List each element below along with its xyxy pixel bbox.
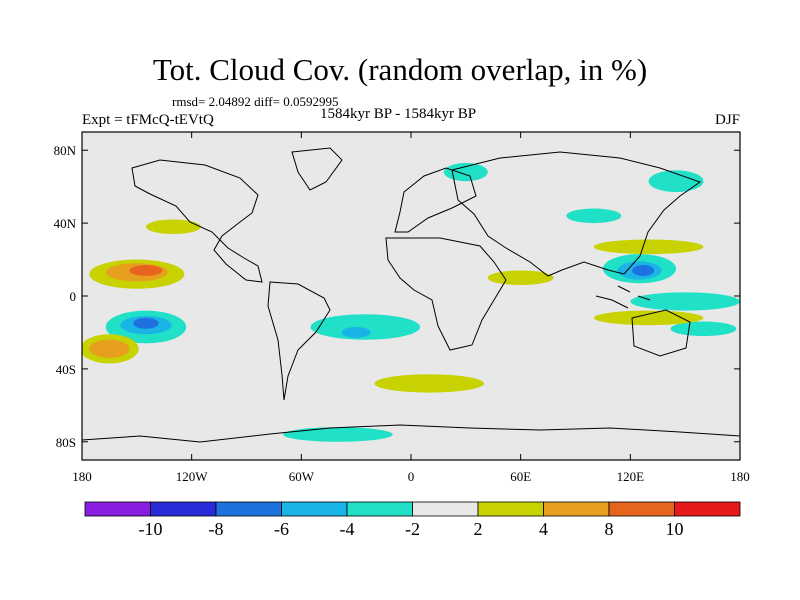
anomaly-patch-23 — [145, 219, 201, 235]
colorbar-label-6: 4 — [539, 519, 548, 539]
colorbar-label-0: -10 — [139, 519, 163, 539]
anomaly-patch-21 — [283, 427, 393, 442]
colorbar-swatch-2 — [215, 501, 282, 517]
y-axis: 80N 40N 0 40S 80S — [54, 143, 740, 450]
coast-antarctica — [82, 424, 740, 443]
colorbar-swatch-9 — [674, 501, 741, 517]
x-tick-label-1: 120W — [176, 469, 209, 484]
coast-australia — [631, 309, 691, 357]
coastlines — [82, 147, 740, 443]
colorbar-swatch-7 — [543, 501, 610, 517]
colorbar-label-4: -2 — [405, 519, 420, 539]
anomaly-patch-20 — [593, 310, 704, 326]
period-label: 1584kyr BP - 1584kyr BP — [320, 106, 477, 122]
map-background — [82, 132, 740, 460]
x-tick-label-2: 60W — [289, 469, 315, 484]
anomaly-patch-10 — [632, 265, 655, 276]
x-tick-label-3: 0 — [408, 469, 415, 484]
y-tick-label-2: 0 — [70, 289, 77, 304]
anomaly-patch-22 — [593, 239, 704, 255]
y-tick-label-1: 40N — [54, 216, 77, 231]
x-tick-label-5: 120E — [617, 469, 645, 484]
y-tick-label-0: 80N — [54, 143, 77, 158]
anomaly-patch-15 — [566, 208, 622, 224]
anomaly-patch-13 — [310, 314, 421, 340]
colorbar-label-8: 10 — [666, 519, 684, 539]
y-tick-label-4: 80S — [56, 435, 76, 450]
map-title: Tot. Cloud Cov. (random overlap, in %) — [152, 52, 648, 87]
colorbar-swatch-4 — [346, 501, 413, 517]
coast-africa — [385, 237, 507, 351]
x-tick-label-6: 180 — [730, 469, 750, 484]
x-tick-label-4: 60E — [510, 469, 531, 484]
anomaly-patch-7 — [89, 339, 130, 358]
colorbar-swatch-5 — [412, 501, 479, 517]
anomaly-patch-16 — [648, 170, 704, 193]
experiment-label: Expt = tFMcQ-tEVtQ — [82, 112, 214, 128]
colorbar-label-1: -8 — [209, 519, 224, 539]
anomaly-field — [82, 162, 740, 442]
coast-north-america — [131, 159, 263, 283]
colorbar-label-2: -6 — [274, 519, 289, 539]
coast-south-america — [267, 281, 331, 401]
colorbar-label-5: 2 — [474, 519, 483, 539]
anomaly-patch-2 — [129, 265, 163, 276]
colorbar: -10 -8 -6 -4 -2 2 4 8 10 — [84, 501, 741, 539]
anomaly-patch-17 — [443, 162, 488, 182]
x-axis: 180 120W 60W 0 60E 120E 180 — [72, 132, 750, 484]
y-tick-label-3: 40S — [56, 362, 76, 377]
colorbar-label-3: -4 — [340, 519, 355, 539]
coast-greenland — [291, 147, 343, 191]
anomaly-patch-5 — [133, 317, 159, 329]
coast-maritime-islands — [595, 285, 651, 309]
season-label: DJF — [714, 112, 740, 128]
anomaly-patch-19 — [487, 270, 554, 286]
colorbar-swatch-8 — [608, 501, 675, 517]
stats-label: rmsd= 2.04892 diff= 0.0592995 — [172, 94, 339, 109]
colorbar-swatch-3 — [281, 501, 348, 517]
anomaly-patch-11 — [630, 292, 740, 311]
colorbar-swatch-1 — [150, 501, 217, 517]
colorbar-swatch-6 — [477, 501, 544, 517]
coast-asia — [451, 151, 702, 277]
anomaly-patch-18 — [374, 374, 485, 393]
anomaly-patch-12 — [670, 321, 737, 337]
colorbar-swatch-0 — [84, 501, 151, 517]
coast-europe — [394, 167, 477, 233]
colorbar-label-7: 8 — [605, 519, 614, 539]
anomaly-patch-14 — [341, 326, 371, 338]
x-tick-label-0: 180 — [72, 469, 92, 484]
